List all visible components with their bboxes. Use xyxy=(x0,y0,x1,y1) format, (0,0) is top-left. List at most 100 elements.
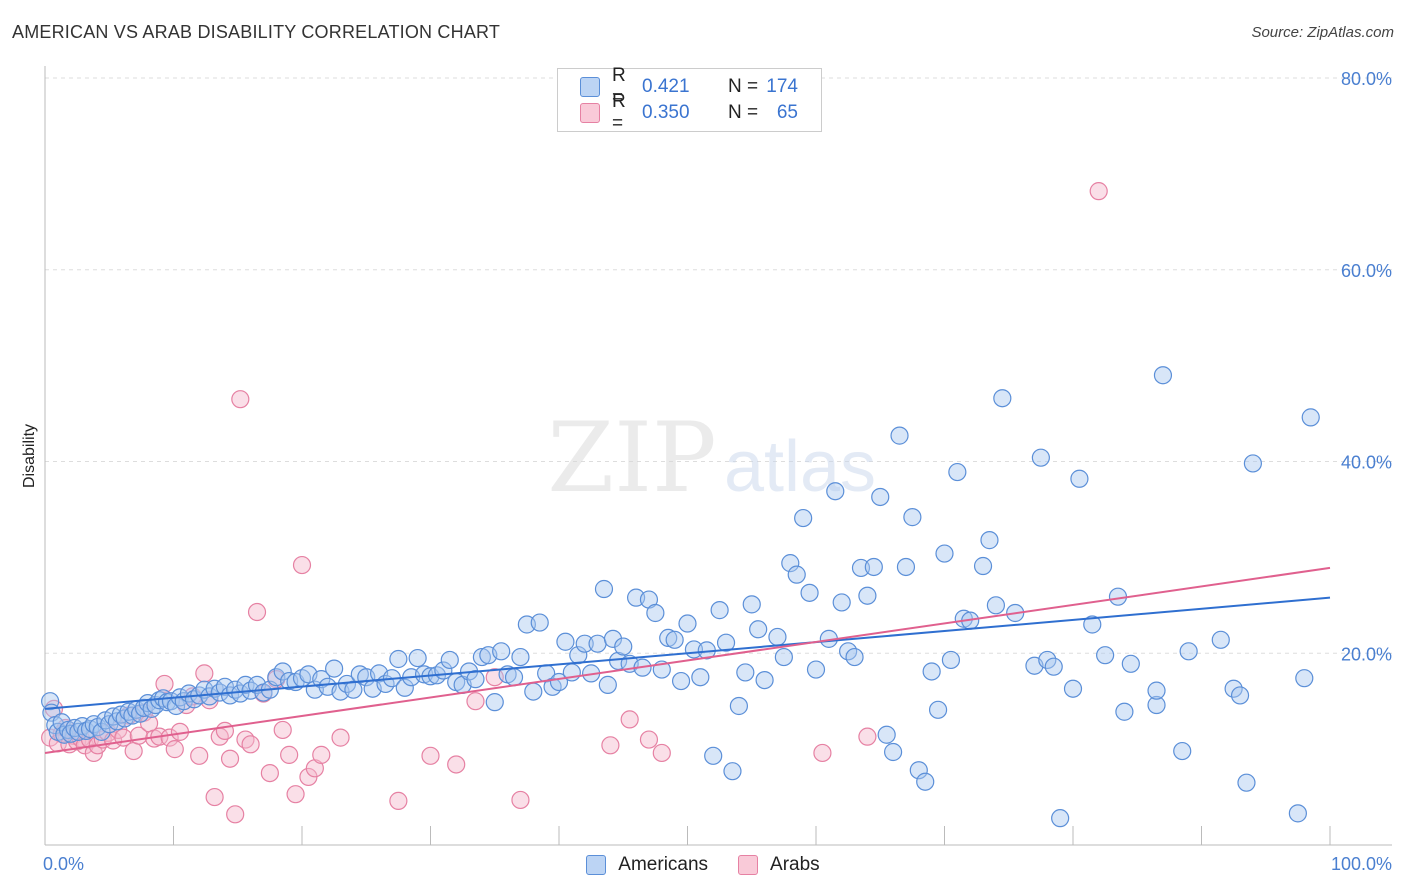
americans-point xyxy=(215,677,234,696)
americans-point xyxy=(993,389,1012,408)
americans-point xyxy=(768,627,787,647)
americans-trend-line xyxy=(44,596,1331,710)
n-key: N = xyxy=(728,102,759,123)
americans-point xyxy=(466,670,485,689)
americans-point xyxy=(941,650,961,670)
americans-swatch xyxy=(580,77,600,97)
arabs-point xyxy=(639,730,659,749)
americans-point xyxy=(794,508,813,528)
americans-point xyxy=(659,628,678,648)
arabs-point xyxy=(1089,182,1108,201)
arabs-point xyxy=(124,741,143,761)
americans-point xyxy=(1288,804,1307,823)
americans-point xyxy=(787,565,806,584)
arabs-point xyxy=(601,736,620,755)
americans-point xyxy=(594,579,614,599)
americans-point xyxy=(1115,702,1134,721)
americans-point xyxy=(1153,366,1173,385)
americans-point xyxy=(742,595,761,614)
watermark: ZIP atlas xyxy=(547,402,876,514)
x-tick-label: 0.0% xyxy=(43,854,84,874)
americans-point xyxy=(832,593,851,612)
americans-point xyxy=(530,613,549,632)
americans-legend-label: Americans xyxy=(618,854,709,875)
americans-point xyxy=(1243,454,1263,473)
americans-point xyxy=(1121,654,1140,673)
watermark-zip: ZIP xyxy=(547,402,716,514)
americans-point xyxy=(1038,650,1057,670)
americans-point xyxy=(716,633,736,652)
americans-point xyxy=(935,544,954,563)
legend-item-americans[interactable]: Americans xyxy=(586,854,708,876)
legend-item-arabs[interactable]: Arabs xyxy=(738,854,820,876)
arabs-point xyxy=(195,664,214,683)
americans-point xyxy=(1147,695,1166,715)
arabs-point xyxy=(226,805,245,824)
watermark-atlas: atlas xyxy=(724,427,876,507)
americans-point xyxy=(948,462,967,482)
arabs-point xyxy=(312,745,331,764)
arabs-point xyxy=(389,791,408,810)
americans-point xyxy=(826,482,845,501)
americans-point xyxy=(1083,615,1102,634)
arabs-point xyxy=(231,390,250,409)
arabs-point xyxy=(273,720,292,740)
americans-point xyxy=(710,601,729,620)
americans-point xyxy=(588,634,607,653)
arabs-point xyxy=(858,727,877,746)
americans-point xyxy=(395,678,414,697)
americans-point xyxy=(877,725,896,744)
arabs-legend-label: Arabs xyxy=(770,854,820,875)
americans-point xyxy=(723,762,742,781)
americans-point xyxy=(858,586,877,605)
arabs-trend-line xyxy=(44,566,1331,754)
arabs-point xyxy=(215,721,234,741)
arabs-point xyxy=(292,555,312,575)
americans-point xyxy=(755,670,774,690)
americans-point xyxy=(678,614,697,633)
americans-point xyxy=(273,662,292,681)
americans-point xyxy=(845,647,864,667)
americans-point xyxy=(986,596,1006,615)
americans-point xyxy=(598,675,617,694)
americans-point xyxy=(440,650,459,670)
chart-title: AMERICAN VS ARAB DISABILITY CORRELATION … xyxy=(12,22,501,42)
n-value: 65 xyxy=(776,102,798,123)
americans-point xyxy=(1051,809,1070,828)
source-label: Source: ZipAtlas.com xyxy=(1251,24,1394,41)
r-key: R = xyxy=(612,65,626,108)
americans-point xyxy=(781,554,800,573)
americans-point xyxy=(871,487,890,507)
series-americans xyxy=(41,366,1320,828)
americans-point xyxy=(408,648,427,668)
americans-point xyxy=(665,630,684,649)
americans-point xyxy=(883,742,903,762)
gridlines xyxy=(45,77,1392,654)
americans-point xyxy=(903,508,922,527)
americans-point xyxy=(806,660,826,679)
americans-point xyxy=(389,649,408,669)
americans-point xyxy=(1211,630,1230,649)
americans-point xyxy=(1063,679,1083,698)
n-value: 174 xyxy=(766,76,798,97)
americans-point xyxy=(980,531,999,550)
americans-point xyxy=(485,693,504,712)
arabs-point xyxy=(241,735,260,754)
americans-point xyxy=(614,637,633,656)
americans-point xyxy=(504,668,524,687)
y-tick-label: 60.0% xyxy=(1341,261,1392,281)
series-legend: Americans Arabs xyxy=(0,852,1406,878)
arabs-point xyxy=(247,602,267,622)
americans-legend-swatch xyxy=(586,855,607,875)
americans-point xyxy=(646,603,665,623)
arabs-point xyxy=(331,728,350,747)
arabs-point xyxy=(466,692,485,711)
arabs-point xyxy=(620,710,639,729)
americans-point xyxy=(1237,773,1256,792)
americans-point xyxy=(749,620,768,639)
americans-point xyxy=(344,680,363,699)
americans-point xyxy=(1301,408,1320,427)
legend-row-americans: R = 0.421 N = 174 xyxy=(580,65,798,108)
tick-labels: 20.0% 40.0% 60.0% 80.0% 0.0% 100.0% xyxy=(43,69,1392,874)
